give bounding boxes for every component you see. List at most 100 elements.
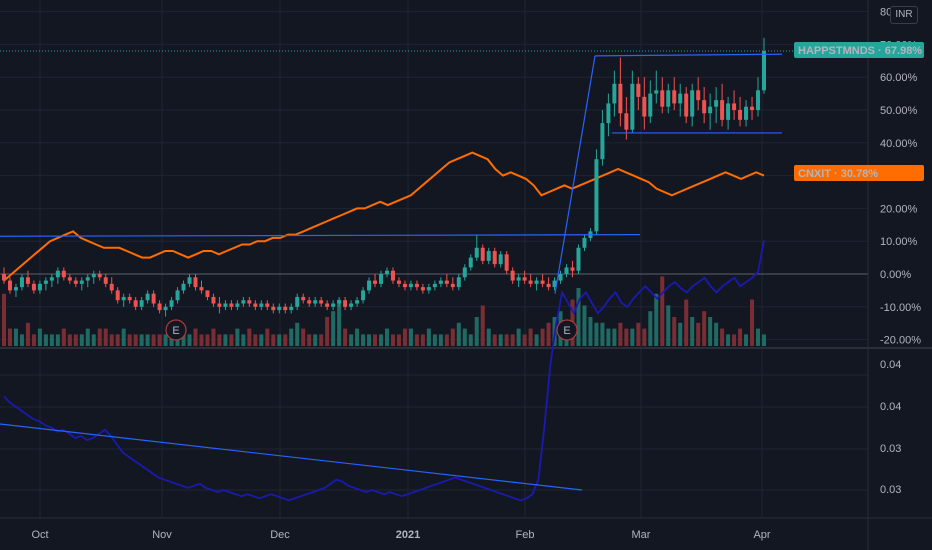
candle-body [343, 300, 348, 307]
earnings-marker[interactable]: E [556, 319, 578, 341]
volume-bar [349, 334, 354, 346]
candle-body [241, 300, 246, 304]
candle-body [277, 306, 282, 311]
volume-bar [666, 305, 671, 346]
indicator-pane [0, 240, 765, 502]
candle-body [528, 280, 533, 284]
candle-body [319, 300, 324, 304]
candle-body [762, 50, 766, 91]
volume-bar [756, 328, 761, 346]
candle-body [307, 300, 312, 304]
candle-body [199, 287, 204, 291]
volume-bar [420, 334, 425, 346]
candle-body [606, 103, 611, 124]
candle-body [438, 280, 443, 284]
volume-bar [750, 299, 755, 346]
candle-body [337, 300, 342, 304]
volume-bar [367, 334, 372, 346]
candle-body [187, 277, 192, 284]
volume-bar [331, 311, 336, 346]
volume-bar [61, 328, 66, 346]
volume-bar [654, 293, 659, 346]
volume-bar [546, 322, 551, 346]
currency-badge[interactable]: INR [890, 6, 918, 24]
candle-body [61, 270, 66, 278]
candle-body [55, 270, 60, 278]
candle-body [193, 277, 198, 288]
volume-bar [211, 328, 216, 346]
volume-bar [379, 334, 384, 346]
volume-bar [163, 334, 168, 346]
time-tick-label: Apr [753, 529, 770, 541]
candle-body [157, 303, 162, 311]
candle-body [408, 283, 413, 288]
candle-body [217, 303, 222, 307]
volume-bar [31, 334, 36, 346]
volume-bar [744, 334, 749, 346]
candle-body [85, 277, 90, 281]
volume-bar [726, 334, 731, 346]
price-tick-label: -10.00% [880, 302, 921, 314]
volume-bar [235, 328, 240, 346]
candle-body [373, 280, 378, 284]
indicator-tick-label: 0.04 [880, 401, 901, 413]
volume-bar [223, 334, 228, 346]
candle-body [756, 90, 761, 110]
earnings-marker-circle [165, 319, 187, 341]
volume-bar [702, 311, 707, 346]
volume-bar [91, 334, 96, 346]
volume-bar [139, 334, 144, 346]
volume-bar [462, 328, 467, 346]
candle-body [540, 280, 545, 284]
candle-body [654, 90, 659, 94]
earnings-marker-label: E [172, 325, 179, 337]
price-tick-label: 0.00% [880, 269, 911, 281]
volume-bar [528, 328, 533, 346]
volume-bar [145, 334, 150, 346]
time-tick-label: Oct [31, 529, 48, 541]
candle-body [516, 277, 521, 281]
volume-bar [522, 334, 527, 346]
earnings-marker-circle [556, 319, 578, 341]
volume-bar [7, 328, 12, 346]
candle-body [642, 96, 647, 117]
volume-bar [373, 334, 378, 346]
candle-body [714, 100, 719, 107]
volume-bar [762, 334, 766, 346]
volume-bar [361, 334, 366, 346]
candle-body [582, 237, 587, 248]
candle-body [301, 296, 306, 301]
candle-body [396, 280, 401, 284]
candle-body [570, 267, 575, 271]
volume-bar [343, 328, 348, 346]
volume-bar [444, 334, 449, 346]
volume-bar [486, 328, 491, 346]
candle-body [660, 90, 665, 107]
indicator-line [3, 240, 765, 502]
volume-bar [259, 334, 264, 346]
candle-body [720, 100, 725, 120]
candle-body [612, 83, 617, 104]
volume-bar [247, 328, 252, 346]
candle-body [486, 251, 491, 261]
earnings-marker[interactable]: E [165, 319, 187, 341]
candle-body [145, 293, 150, 301]
candle-body [13, 287, 18, 291]
candle-body [115, 290, 120, 301]
candle-body [426, 287, 431, 291]
volume-bar [217, 334, 222, 346]
time-axis[interactable]: Oct Nov Dec 2021 Feb Mar Apr [31, 529, 770, 541]
candle-body [564, 267, 569, 274]
volume-bar [25, 322, 30, 346]
volume-bar [432, 334, 437, 346]
price-tick-label: 40.00% [880, 138, 918, 150]
volume-bar [594, 322, 599, 346]
candle-body [456, 277, 461, 288]
candle-body [331, 303, 336, 307]
candle-body [648, 93, 653, 117]
candle-body [504, 254, 509, 271]
candle-body [534, 280, 539, 284]
volume-bar [37, 328, 42, 346]
